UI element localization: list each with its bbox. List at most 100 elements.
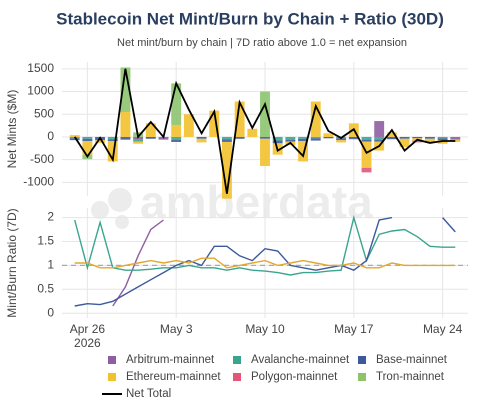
bar	[310, 101, 321, 137]
bar	[120, 67, 131, 112]
x-tick-label: May 24	[423, 322, 463, 336]
bar	[437, 140, 448, 144]
bar	[260, 136, 270, 139]
bar	[260, 91, 270, 137]
bar	[285, 136, 296, 140]
bar	[120, 136, 131, 140]
bar	[171, 125, 182, 137]
bar	[234, 101, 245, 137]
y-axis-title: Mint/Burn Ratio (7D)	[5, 208, 19, 317]
bar	[107, 141, 118, 162]
bar	[437, 136, 448, 139]
y-tick-label: 0.5	[37, 281, 54, 295]
bar	[82, 141, 93, 155]
bar	[412, 140, 423, 143]
bar	[133, 136, 144, 140]
bar	[361, 167, 372, 173]
bar	[158, 136, 169, 140]
line	[73, 68, 456, 194]
bar	[310, 138, 321, 141]
bar	[323, 133, 334, 137]
bar	[260, 138, 270, 167]
bar	[221, 141, 232, 199]
bar	[221, 136, 232, 140]
y-tick-label: 500	[34, 106, 54, 120]
y-tick-label: 1	[47, 258, 54, 272]
bar	[107, 139, 118, 142]
bar	[323, 136, 334, 139]
bar	[348, 136, 359, 140]
legend-label: Ethereum-mainnet	[126, 371, 221, 383]
y-tick-label: -1000	[23, 175, 54, 189]
x-tick-label: May 10	[245, 322, 285, 336]
x-tick-label-line: 2026	[74, 336, 101, 350]
x-tick-label: Apr 26 2026	[70, 322, 106, 350]
legend-label: Arbitrum-mainnet	[126, 354, 215, 366]
bar	[221, 139, 232, 142]
bar	[171, 136, 182, 140]
y-tick-label: 1500	[27, 61, 54, 75]
x-tick-label: May 17	[334, 322, 374, 336]
bar	[374, 139, 385, 142]
bar	[69, 135, 80, 137]
bar	[196, 138, 207, 143]
bar	[285, 139, 296, 142]
bar	[374, 136, 385, 140]
y-tick-label: 0	[47, 305, 54, 319]
bar	[298, 138, 309, 142]
bar	[361, 139, 372, 142]
bar	[450, 136, 461, 140]
bar	[171, 83, 182, 126]
bar	[145, 136, 156, 139]
bar	[69, 138, 80, 141]
chart-title: Stablecoin Net Mint/Burn by Chain + Rati…	[56, 9, 444, 28]
line	[74, 257, 456, 269]
bar	[386, 132, 397, 137]
y-tick-label: -500	[30, 152, 54, 166]
watermark: amberdata	[140, 176, 373, 228]
y-tick-label: 0	[47, 129, 54, 143]
bar	[424, 138, 435, 143]
bar	[399, 138, 410, 147]
legend-swatch	[108, 373, 116, 381]
bar	[82, 138, 93, 142]
bar	[183, 114, 194, 137]
bar	[171, 139, 182, 142]
bar	[247, 128, 258, 137]
legend-label: Polygon-mainnet	[251, 371, 338, 383]
x-tick-label: May 3	[160, 322, 193, 336]
y-tick-label: 1.5	[37, 234, 54, 248]
bar	[95, 140, 106, 143]
x-tick-label-line: May 17	[334, 322, 374, 336]
legend-label: Net Total	[126, 388, 171, 400]
bar	[120, 111, 131, 137]
bar	[336, 138, 347, 141]
line	[74, 214, 456, 276]
x-tick-label-line: May 10	[245, 322, 285, 336]
bar	[424, 136, 435, 139]
bar	[412, 136, 423, 139]
bar	[272, 136, 283, 141]
bar	[386, 136, 397, 140]
bar	[336, 140, 347, 143]
bar	[82, 136, 93, 139]
bar	[361, 136, 372, 140]
bar	[234, 136, 245, 139]
x-tick-label-line: Apr 26	[70, 322, 106, 336]
bar	[361, 141, 372, 168]
bar	[133, 139, 144, 142]
legend-label: Avalanche-mainnet	[251, 354, 350, 366]
legend-swatch	[233, 356, 241, 364]
line	[112, 219, 164, 307]
bar	[133, 141, 144, 144]
bar	[374, 121, 385, 137]
bar	[450, 139, 461, 142]
legend-label: Base-mainnet	[376, 354, 448, 366]
bar	[107, 136, 118, 140]
bar	[196, 136, 207, 139]
y-axis-title: Net Mints ($M)	[5, 90, 19, 169]
bar	[310, 136, 321, 139]
bar	[399, 136, 410, 139]
